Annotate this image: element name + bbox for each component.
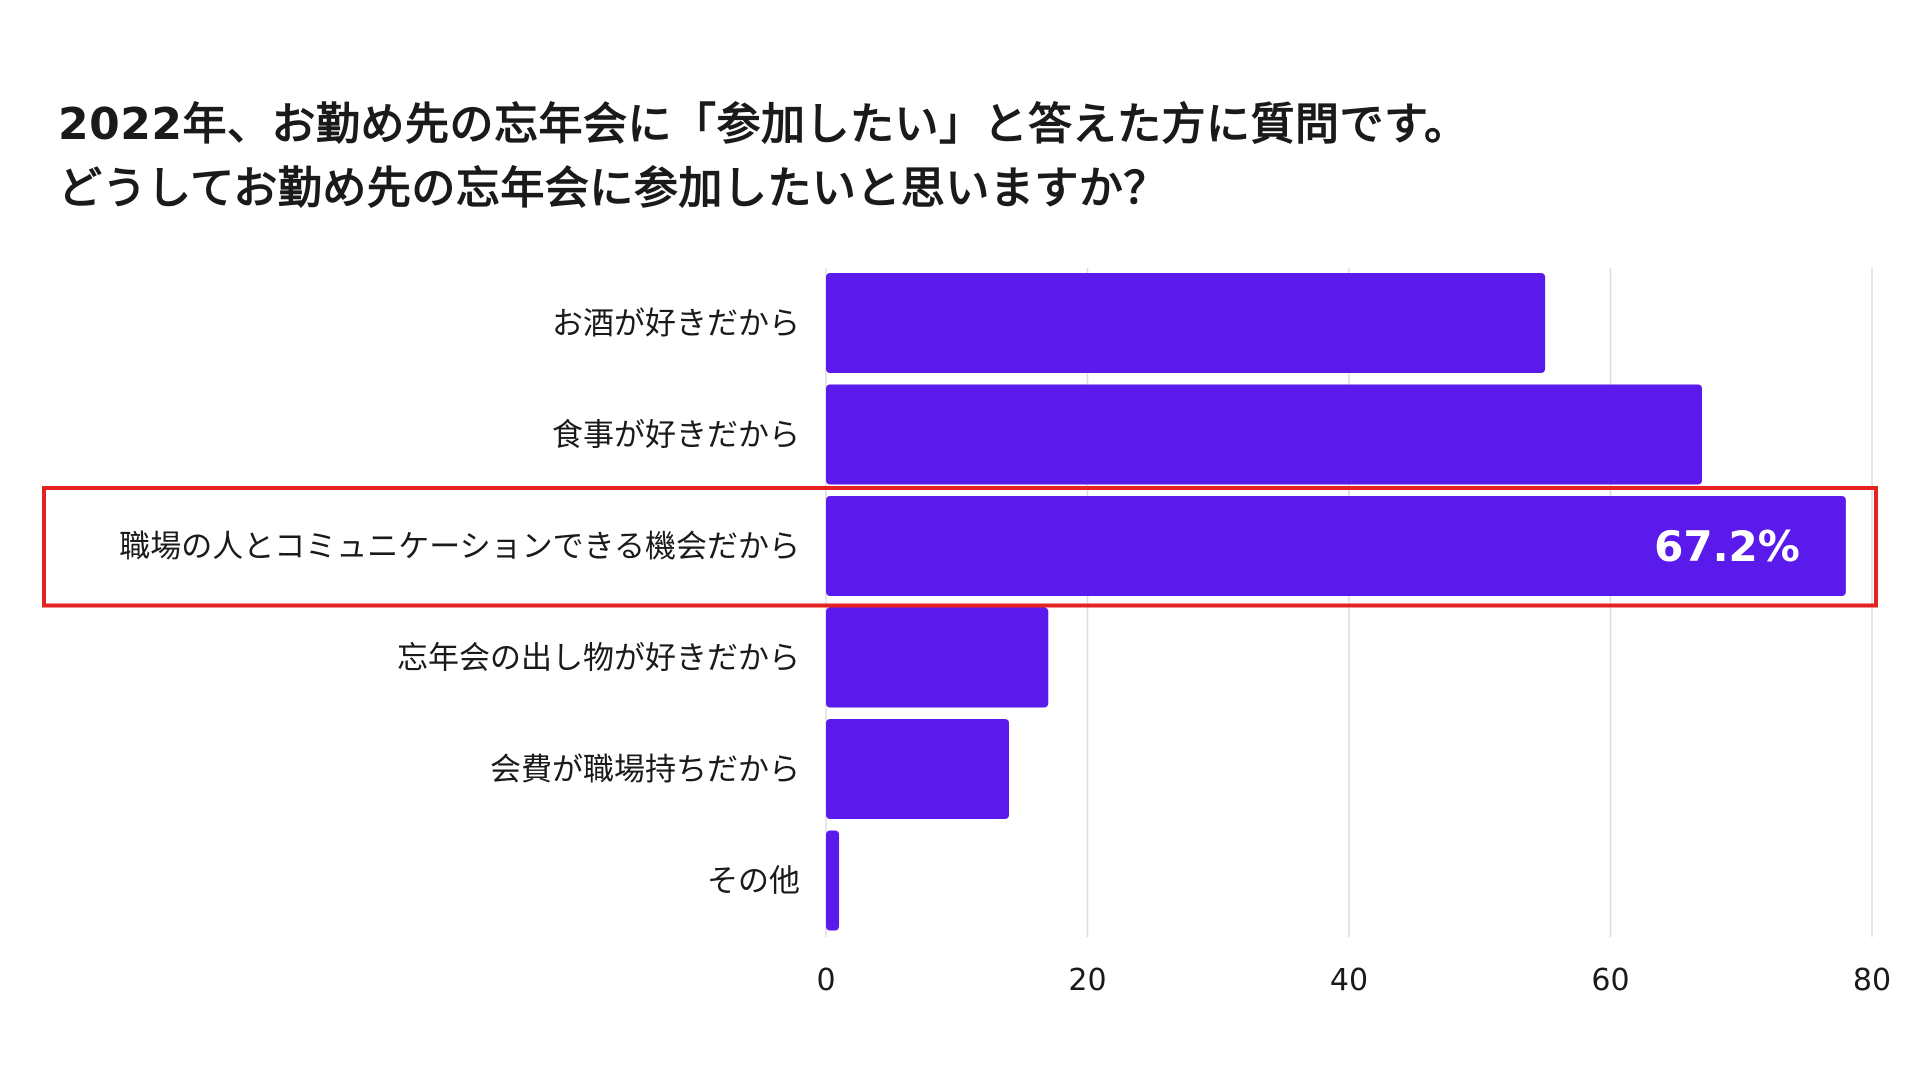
- data-label: 67.2%: [1654, 522, 1800, 571]
- category-label: 忘年会の出し物が好きだから: [397, 641, 800, 677]
- chart-title-line-2: どうしてお勤め先の忘年会に参加したいと思いますか？: [58, 163, 1168, 214]
- category-label: お酒が好きだから: [552, 306, 800, 342]
- category-label: 職場の人とコミュニケーションできる機会だから: [119, 529, 800, 565]
- x-tick-label: 60: [1591, 963, 1629, 998]
- bar: [826, 719, 1010, 819]
- highlight-box: [42, 486, 1878, 608]
- x-tick-label: 80: [1853, 963, 1891, 998]
- x-tick-label: 0: [816, 963, 835, 998]
- category-label: 会費が職場持ちだから: [490, 752, 800, 788]
- x-tick-label: 40: [1330, 963, 1368, 998]
- bar: [826, 496, 1846, 596]
- category-label: その他: [707, 864, 800, 900]
- chart-title-line-1: 2022年、お勤め先の忘年会に「参加したい」と答えた方に質問です。: [58, 99, 1469, 150]
- bar: [826, 273, 1546, 373]
- x-tick-label: 20: [1068, 963, 1106, 998]
- category-label: 食事が好きだから: [552, 418, 800, 454]
- bar: [826, 384, 1703, 485]
- bar: [826, 830, 840, 931]
- bar: [826, 607, 1049, 708]
